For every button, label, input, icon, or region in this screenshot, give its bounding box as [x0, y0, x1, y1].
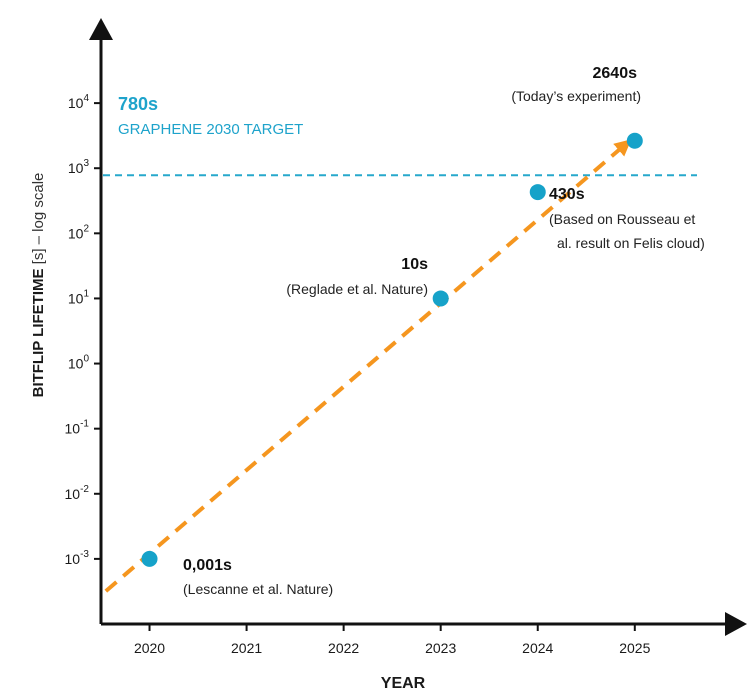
data-point-2020 — [141, 550, 158, 567]
y-tick-base: 10 — [65, 486, 81, 502]
point-label-2020-note: (Lescanne et al. Nature) — [183, 581, 333, 597]
y-tick-base: 10 — [68, 356, 84, 372]
y-tick-base: 10 — [65, 421, 81, 437]
point-label-2025-note: (Today’s experiment) — [511, 88, 641, 104]
y-tick-base: 10 — [68, 290, 84, 306]
y-tick-label: 10-2 — [65, 484, 90, 502]
y-tick-label: 10-1 — [65, 419, 90, 437]
y-tick-exponent: 2 — [83, 223, 89, 234]
point-label-2025-value: 2640s — [593, 65, 638, 82]
y-tick-exponent: 0 — [83, 354, 89, 365]
y-tick-base: 10 — [68, 95, 84, 111]
y-tick-label: 104 — [68, 93, 90, 111]
x-tick-label: 2024 — [522, 640, 553, 656]
x-tick-label: 2021 — [231, 640, 262, 656]
x-tick-label: 2023 — [425, 640, 456, 656]
y-tick-label: 100 — [68, 354, 90, 372]
y-tick-base: 10 — [68, 225, 84, 241]
y-axis-title-main: BITFLIP LIFETIME — [30, 269, 47, 398]
y-tick-exponent: 3 — [83, 158, 89, 169]
data-point-2025 — [626, 132, 643, 149]
y-tick-base: 10 — [68, 160, 84, 176]
x-tick-label: 2025 — [619, 640, 650, 656]
x-axis-arrow-icon — [725, 612, 747, 636]
y-axis-title-unit: [s] – log scale — [30, 173, 47, 269]
y-axis-arrow-icon — [89, 18, 113, 40]
y-tick-exponent: -3 — [80, 549, 89, 560]
point-label-2024-note-2: al. result on Felis cloud) — [557, 235, 705, 251]
point-label-2020-value: 0,001s — [183, 557, 232, 574]
y-tick-label: 10-3 — [65, 549, 90, 567]
data-point-2024 — [529, 184, 546, 201]
x-axis-title: YEAR — [381, 675, 426, 692]
y-tick-label: 102 — [68, 223, 90, 241]
y-tick-label: 103 — [68, 158, 90, 176]
y-tick-exponent: 4 — [83, 93, 89, 104]
target-label: GRAPHENE 2030 TARGET — [118, 121, 303, 138]
y-tick-exponent: -1 — [80, 419, 89, 430]
x-tick-label: 2022 — [328, 640, 359, 656]
point-label-2024-note: (Based on Rousseau et — [549, 211, 695, 227]
target-value-label: 780s — [118, 94, 158, 114]
y-axis-title: BITFLIP LIFETIME [s] – log scale — [30, 173, 47, 398]
y-tick-base: 10 — [65, 551, 81, 567]
y-tick-label: 101 — [68, 288, 90, 306]
point-label-2024-value: 430s — [549, 186, 585, 203]
y-tick-exponent: 1 — [83, 288, 89, 299]
x-tick-label: 2020 — [134, 640, 165, 656]
point-label-2023-note: (Reglade et al. Nature) — [286, 281, 428, 297]
data-point-2023 — [432, 290, 449, 307]
point-label-2023-value: 10s — [401, 256, 428, 273]
trend-line — [104, 139, 632, 593]
y-tick-exponent: -2 — [80, 484, 89, 495]
